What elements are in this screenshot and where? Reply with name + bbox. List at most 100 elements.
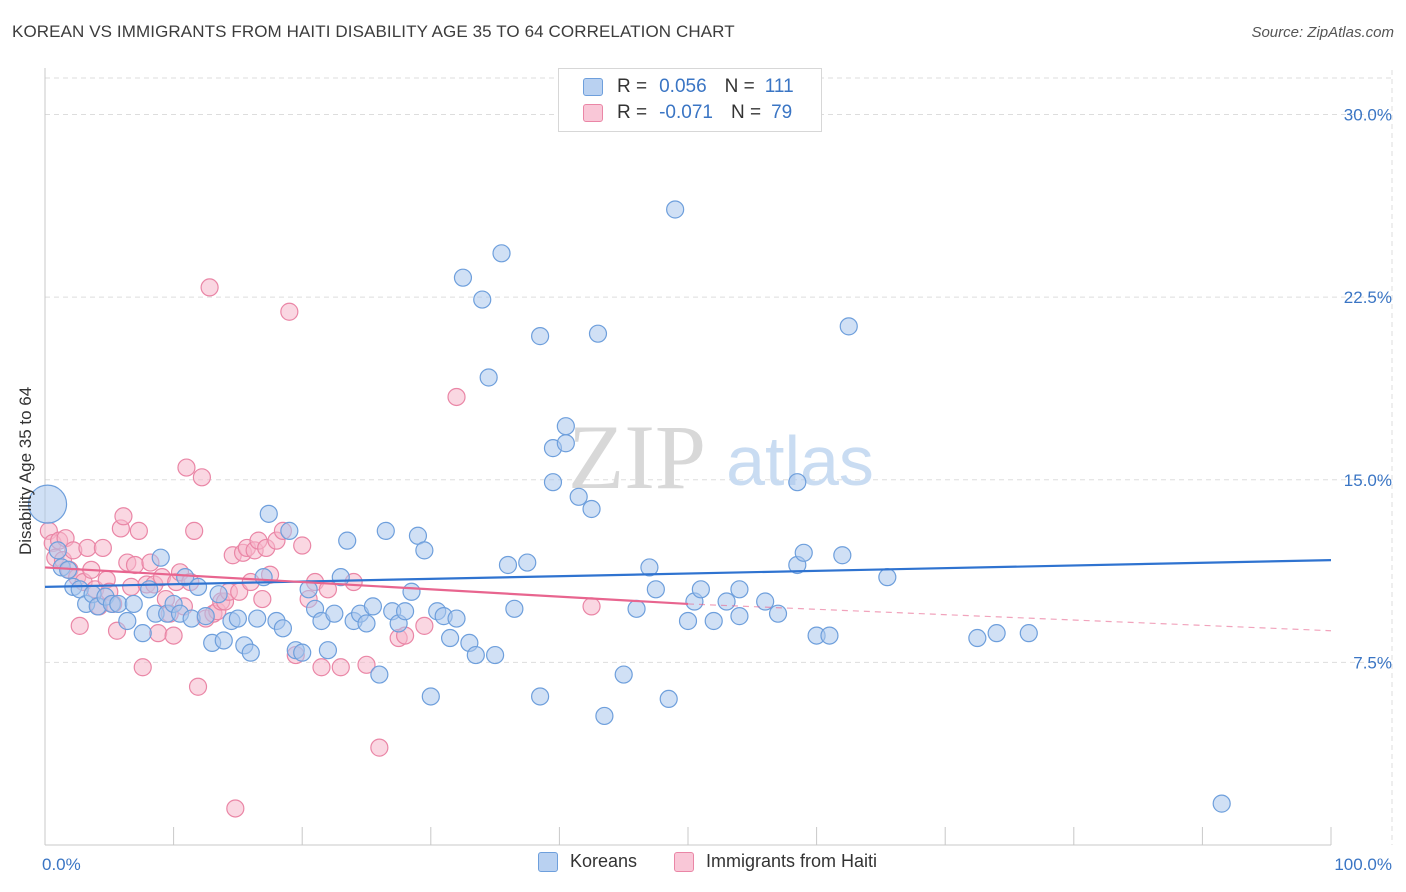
korean-point xyxy=(176,568,195,587)
korean-point xyxy=(293,643,312,662)
gridlines xyxy=(45,70,1393,845)
korean-point xyxy=(48,541,67,560)
korean-point xyxy=(878,568,897,587)
haiti-point xyxy=(447,387,466,407)
legend-n-value: 111 xyxy=(764,76,794,97)
trend-lines xyxy=(44,559,1332,632)
korean-point xyxy=(325,604,344,623)
chart-source: Source: ZipAtlas.com xyxy=(1251,24,1394,41)
korean-point xyxy=(453,268,473,287)
korean-point xyxy=(556,434,575,453)
korean-point xyxy=(492,244,511,263)
korean-point xyxy=(214,631,233,650)
haiti-point xyxy=(415,616,434,635)
haiti-point xyxy=(312,658,331,677)
haiti-point xyxy=(188,677,208,696)
korean-point xyxy=(228,609,247,628)
korean-point xyxy=(440,628,460,648)
haiti-point xyxy=(177,458,196,477)
y-tick-label: 15.0% xyxy=(1344,471,1392,490)
legend-r-label: R = xyxy=(617,102,648,123)
y-tick-label: 7.5% xyxy=(1353,653,1392,672)
y-tick-label: 22.5% xyxy=(1344,288,1392,307)
haiti-point xyxy=(357,655,376,674)
korean-point xyxy=(756,592,775,611)
legend-swatch-koreans xyxy=(583,78,603,96)
korean-point xyxy=(27,484,68,524)
korean-point xyxy=(479,368,498,387)
haiti-points xyxy=(39,278,601,818)
series-legend: Koreans Immigrants from Haiti xyxy=(0,851,1406,877)
haiti-point xyxy=(192,468,211,487)
korean-point xyxy=(188,577,208,596)
tick-labels: 7.5% 15.0% 22.5% 30.0% 0.0% 100.0% xyxy=(42,106,1392,874)
series-legend-haiti[interactable]: Immigrants from Haiti xyxy=(674,851,877,872)
korean-point xyxy=(370,665,389,684)
korean-points xyxy=(27,200,1231,813)
korean-point xyxy=(839,317,858,336)
korean-point xyxy=(473,290,492,309)
haiti-point xyxy=(164,626,183,645)
legend-r-value: 0.056 xyxy=(659,76,707,97)
korean-point xyxy=(968,628,987,648)
korean-point xyxy=(691,580,710,599)
korean-point xyxy=(987,624,1006,643)
korean-point xyxy=(820,626,839,645)
korean-point xyxy=(402,582,421,601)
korean-point xyxy=(582,499,601,519)
korean-point xyxy=(133,624,152,643)
legend-swatch-haiti xyxy=(583,104,603,122)
trend-line xyxy=(44,559,1332,588)
legend-row-haiti: R = -0.071 N = 79 xyxy=(583,101,792,125)
korean-point xyxy=(730,607,749,626)
haiti-point xyxy=(226,799,245,818)
korean-point xyxy=(338,531,357,550)
korean-point xyxy=(395,602,415,621)
series-label-haiti: Immigrants from Haiti xyxy=(706,851,878,871)
korean-point xyxy=(833,546,852,565)
korean-point xyxy=(794,543,813,562)
korean-point xyxy=(109,594,128,614)
series-label-koreans: Koreans xyxy=(570,851,638,871)
series-legend-koreans[interactable]: Koreans xyxy=(538,851,637,872)
haiti-point xyxy=(185,521,204,540)
korean-point xyxy=(415,541,434,560)
korean-point xyxy=(659,689,678,709)
korean-point xyxy=(140,580,159,599)
korean-point xyxy=(498,555,518,575)
legend-n-label: N = xyxy=(730,102,762,123)
axes xyxy=(44,68,1332,846)
korean-point xyxy=(273,619,293,638)
legend-n-label: N = xyxy=(724,76,755,97)
haiti-point xyxy=(331,658,350,677)
korean-point xyxy=(531,687,550,706)
haiti-point xyxy=(122,577,141,596)
y-axis-label: Disability Age 35 to 64 xyxy=(16,386,35,555)
haiti-point xyxy=(70,616,89,635)
korean-point xyxy=(505,599,524,618)
korean-point xyxy=(421,687,440,706)
korean-point xyxy=(666,200,685,219)
haiti-point xyxy=(253,589,272,609)
y-tick-label: 30.0% xyxy=(1344,106,1392,125)
x-tick-label: 0.0% xyxy=(42,855,81,874)
korean-point xyxy=(768,604,788,623)
series-swatch-koreans xyxy=(538,851,558,872)
korean-point xyxy=(486,645,505,665)
korean-point xyxy=(357,614,376,633)
korean-point xyxy=(196,607,215,626)
series-swatch-haiti xyxy=(674,851,694,872)
legend-r-label: R = xyxy=(617,76,648,97)
korean-point xyxy=(518,553,537,572)
korean-point xyxy=(466,645,485,665)
korean-point xyxy=(646,580,665,599)
korean-point xyxy=(588,324,608,343)
korean-point xyxy=(569,487,588,506)
haiti-point xyxy=(149,624,168,643)
korean-point xyxy=(556,417,575,436)
korean-point xyxy=(259,504,278,523)
haiti-point xyxy=(370,738,389,757)
korean-point xyxy=(280,521,299,540)
korean-point xyxy=(627,599,646,618)
